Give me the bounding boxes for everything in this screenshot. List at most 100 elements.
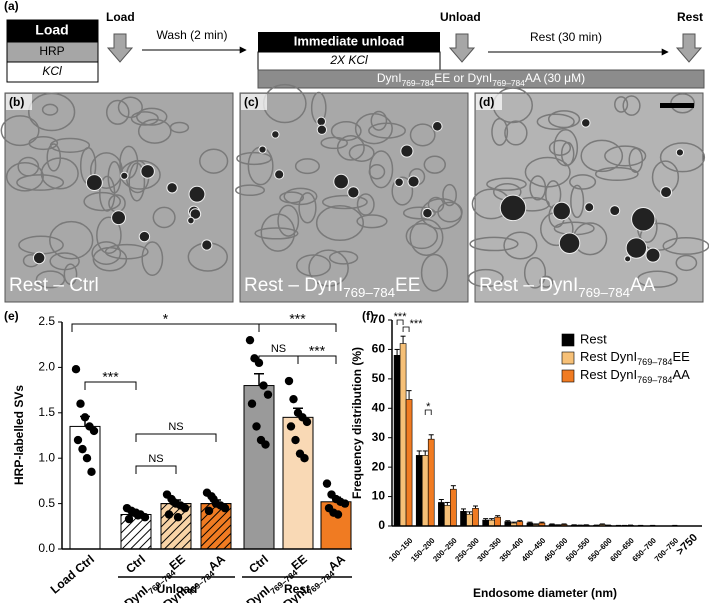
x-tick-label: Load Ctrl (48, 552, 97, 597)
legend-label: Rest DynI769–784AA (580, 367, 690, 385)
texture (409, 123, 436, 147)
vesicle (187, 216, 195, 225)
unload-box-text: 2X KCl (329, 53, 368, 67)
sig-label: *** (309, 343, 326, 359)
data-point (82, 454, 92, 463)
texture (130, 111, 159, 126)
panel-label: (f) (362, 309, 374, 323)
texture (391, 176, 414, 206)
treatment-bar (257, 69, 705, 89)
texture (91, 241, 122, 265)
data-point (284, 376, 294, 386)
step-label: Rest (30 min) (530, 30, 602, 44)
data-point (302, 417, 312, 427)
bar (405, 399, 413, 527)
data-point (180, 503, 190, 513)
texture (16, 174, 65, 191)
vesicle (400, 144, 414, 158)
vesicle (407, 175, 420, 188)
texture (442, 183, 457, 207)
texture (622, 95, 641, 116)
texture (5, 161, 44, 192)
sig-bracket (396, 319, 404, 325)
data-point (245, 335, 255, 345)
caption: Rest – Ctrl (9, 275, 99, 296)
vesicle (166, 182, 178, 194)
data-point (209, 494, 218, 504)
vesicle (32, 251, 46, 265)
y-tick-label: 50 (372, 371, 386, 385)
legend-swatch (561, 351, 575, 365)
down-arrow (448, 33, 476, 63)
vesicle (631, 207, 656, 232)
chart-e: (e) HRP-labelled SVs 0.0 0.5 1.0 1.5 2.0 2.5 Loa… (4, 309, 352, 603)
vesicle (660, 186, 673, 199)
x-axis-title: Endosome diameter (nm) (473, 586, 617, 600)
texture (104, 243, 149, 260)
bar (494, 516, 501, 527)
texture (236, 151, 272, 166)
texture (199, 148, 229, 174)
panel-label: (a) (4, 0, 19, 13)
unload-box-title (258, 32, 440, 52)
texture (17, 156, 40, 177)
x-tick-label: >750 (674, 532, 700, 558)
texture (675, 254, 698, 272)
vesicle (432, 121, 443, 132)
data-point (261, 440, 270, 449)
bar (243, 385, 275, 550)
y-tick-label: 60 (372, 342, 386, 356)
bar (488, 519, 495, 527)
texture (298, 192, 317, 224)
texture (137, 118, 172, 144)
bar (460, 510, 467, 527)
texture (405, 222, 439, 250)
texture (328, 250, 359, 265)
panel-label: (b) (9, 95, 24, 109)
label-bg (241, 94, 267, 110)
texture (0, 115, 40, 147)
x-tick-label: Ctrl (123, 552, 148, 576)
y-tick-label: 1.0 (38, 450, 55, 464)
y-axis-title: Frequency distribution (%) (350, 347, 364, 499)
vesicle (111, 210, 126, 226)
bar (399, 343, 407, 527)
sig-label: *** (102, 369, 119, 385)
vesicle (120, 171, 129, 180)
unload-box-label: Immediate unload (294, 33, 405, 48)
sig-bracket (297, 355, 337, 364)
data-point (289, 394, 298, 404)
sig-bracket (424, 409, 432, 415)
texture (423, 155, 446, 174)
data-point (322, 479, 332, 488)
y-tick-label: 20 (372, 459, 386, 473)
vesicle (189, 208, 202, 220)
data-point (247, 399, 257, 408)
texture (529, 175, 547, 201)
texture (354, 113, 393, 145)
micrographs: (b) Rest – Ctrl (c) Rest – DynI769–784EE (d)… (0, 83, 709, 303)
data-point (73, 435, 83, 445)
texture (570, 184, 585, 219)
texture (96, 216, 122, 255)
vesicle (624, 255, 632, 263)
texture (467, 268, 504, 288)
texture (409, 218, 444, 256)
x-tick-label: Ctrl (246, 552, 271, 576)
texture (469, 236, 519, 252)
legend-label: Rest DynI769–784EE (580, 349, 690, 367)
step-label: Rest (677, 10, 703, 24)
load-box-text: HRP (39, 44, 64, 58)
texture (594, 166, 639, 182)
y-tick-label: 40 (372, 400, 386, 414)
down-arrow (106, 33, 134, 63)
texture (294, 158, 320, 175)
texture (639, 222, 678, 251)
bar (444, 505, 451, 527)
texture (320, 136, 348, 150)
sig-bracket (135, 433, 217, 442)
texture (370, 110, 388, 131)
texture (569, 174, 597, 190)
y-tick-label: 0 (378, 518, 385, 532)
